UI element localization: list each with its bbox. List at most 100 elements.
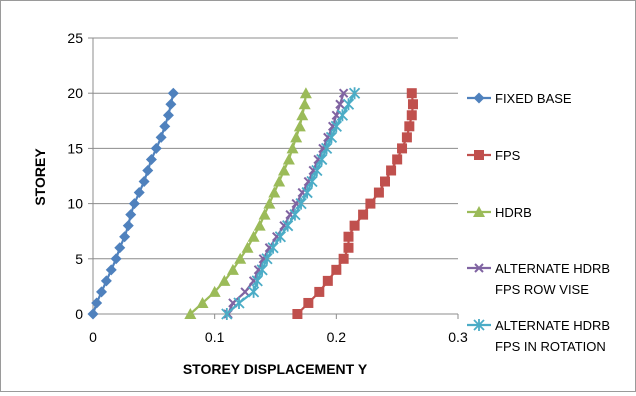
data-point: [133, 187, 145, 199]
legend-marker: [473, 92, 485, 104]
data-point: [303, 297, 314, 308]
legend-marker: [473, 206, 485, 217]
data-point: [258, 208, 271, 220]
axes: 0 5 10 15 20 25 0 0.1 0.2 0.3: [67, 30, 468, 345]
data-point: [125, 209, 137, 221]
data-point: [348, 87, 361, 100]
legend-label: FPS ROW VISE: [495, 282, 589, 297]
data-point: [299, 87, 312, 99]
data-point: [406, 110, 417, 121]
data-point: [296, 109, 309, 121]
legend-label: ALTERNATE HDRB: [495, 318, 610, 333]
data-point: [293, 120, 306, 132]
data-point: [295, 197, 307, 210]
y-tick-label: 5: [75, 251, 83, 267]
data-point: [343, 231, 354, 242]
data-point: [406, 88, 417, 99]
y-tick-label: 20: [67, 85, 83, 101]
data-point: [343, 242, 354, 253]
x-tick-label: 0: [89, 329, 97, 345]
data-point: [196, 296, 209, 308]
y-axis-title: STOREY: [32, 148, 48, 206]
data-point: [218, 274, 231, 286]
data-point: [247, 285, 260, 298]
data-point: [401, 132, 412, 143]
x-tick-label: 0.2: [327, 329, 347, 345]
y-tick-label: 10: [67, 196, 83, 212]
data-point: [142, 164, 154, 176]
series-group: [184, 87, 312, 319]
data-point: [96, 286, 108, 298]
data-point: [91, 297, 103, 309]
data-point: [150, 142, 162, 154]
data-point: [404, 121, 415, 132]
series-group: [221, 87, 361, 320]
data-point: [122, 220, 134, 232]
data-point: [234, 252, 247, 264]
data-point: [322, 275, 333, 286]
data-point: [282, 153, 295, 165]
legend-marker: [473, 319, 485, 331]
y-tick-label: 25: [67, 30, 83, 46]
data-point: [100, 275, 112, 287]
data-series: [87, 87, 418, 320]
data-point: [119, 231, 131, 243]
data-point: [221, 308, 233, 320]
data-point: [226, 263, 239, 275]
data-point: [267, 241, 279, 254]
legend-label: FPS: [495, 148, 521, 163]
data-point: [397, 143, 408, 154]
data-point: [336, 109, 349, 122]
data-point: [128, 198, 140, 210]
x-tick-label: 0.3: [448, 329, 468, 345]
data-point: [208, 285, 221, 297]
y-tick-label: 15: [67, 140, 83, 156]
data-point: [407, 99, 418, 110]
data-point: [263, 197, 276, 209]
data-point: [392, 154, 403, 165]
data-point: [289, 208, 301, 221]
data-point: [233, 296, 245, 309]
data-point: [278, 164, 291, 176]
data-point: [256, 263, 268, 276]
data-point: [298, 98, 311, 110]
y-tick-label: 0: [75, 306, 83, 322]
data-point: [314, 286, 325, 297]
legend-label: ALTERNATE HDRB: [495, 261, 610, 276]
data-point: [87, 308, 99, 320]
data-point: [338, 88, 349, 98]
data-point: [162, 109, 174, 121]
legend-marker: [474, 263, 484, 273]
data-point: [335, 99, 345, 109]
data-point: [282, 219, 294, 232]
data-point: [247, 230, 260, 242]
data-point: [165, 98, 177, 110]
data-point: [273, 175, 286, 187]
data-point: [338, 253, 349, 264]
legend-label: HDRB: [495, 205, 532, 220]
data-point: [114, 242, 126, 254]
legend-entry: FPS: [467, 148, 521, 163]
data-point: [316, 153, 328, 166]
data-point: [342, 98, 355, 111]
x-axis-title: STOREY DISPLACEMENT Y: [183, 361, 368, 377]
data-point: [330, 120, 342, 133]
data-point: [292, 309, 303, 319]
data-point: [373, 187, 384, 198]
data-point: [261, 252, 273, 265]
series-group: [87, 87, 179, 320]
data-point: [240, 287, 250, 297]
legend-entry: FIXED BASE: [467, 91, 572, 106]
data-point: [138, 176, 150, 188]
data-point: [105, 264, 117, 276]
legend-label: FIXED BASE: [495, 91, 572, 106]
legend-entry: HDRB: [467, 205, 532, 220]
data-point: [358, 209, 369, 220]
data-point: [365, 198, 376, 209]
legend: FIXED BASE FPS HDRB ALTERNATE HDRB FPS ROW V…: [467, 91, 610, 354]
data-point: [325, 131, 338, 144]
data-point: [286, 142, 299, 154]
data-point: [251, 274, 263, 287]
